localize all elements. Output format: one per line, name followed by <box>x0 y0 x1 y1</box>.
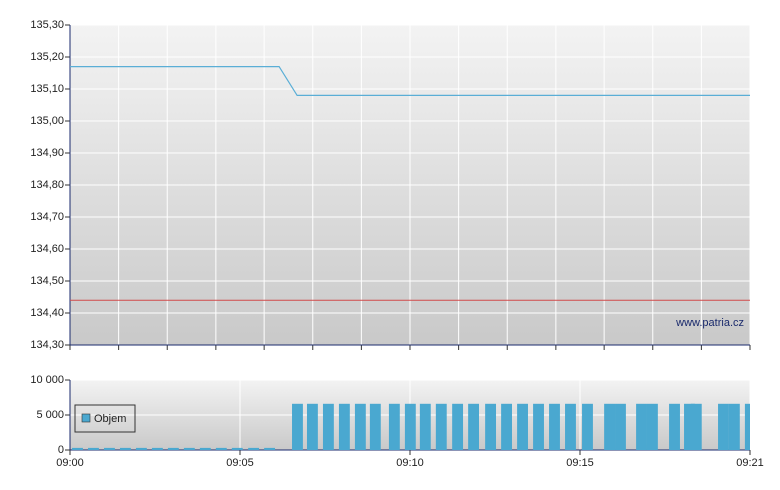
volume-bar <box>264 447 276 450</box>
volume-bar <box>615 403 626 450</box>
legend-box <box>74 404 136 433</box>
volume-bar <box>517 403 528 450</box>
y-tick-label: 135,20 <box>30 51 64 63</box>
volume-bar <box>636 403 647 450</box>
y-tick-label: 134,70 <box>30 211 64 223</box>
volume-bar <box>684 403 695 450</box>
legend-label: Objem <box>94 413 126 425</box>
volume-bar <box>135 447 147 450</box>
volume-bar <box>306 403 318 450</box>
y-tick-label: 10 000 <box>30 374 64 386</box>
volume-bar <box>183 447 195 450</box>
y-tick-label: 134,40 <box>30 307 64 319</box>
y-tick-label: 0 <box>58 444 64 456</box>
volume-bar <box>231 447 243 450</box>
volume-bar <box>728 403 740 450</box>
y-tick-label: 134,90 <box>30 147 64 159</box>
volume-bar <box>646 403 658 450</box>
volume-bar <box>354 403 366 450</box>
y-tick-label: 135,30 <box>30 19 64 31</box>
x-tick-label: 09:10 <box>396 457 424 469</box>
y-tick-label: 135,10 <box>30 83 64 95</box>
volume-bar <box>718 403 729 450</box>
volume-bar <box>452 403 464 450</box>
volume-bar <box>669 403 680 450</box>
volume-bar <box>582 403 593 450</box>
volume-bar <box>419 403 431 450</box>
volume-bar <box>404 403 416 450</box>
volume-bar <box>549 403 560 450</box>
volume-bar <box>72 447 83 450</box>
legend: Objem <box>74 404 136 433</box>
volume-bar <box>248 447 260 450</box>
volume-bar <box>322 403 334 450</box>
volume-bar <box>167 447 179 450</box>
volume-bar <box>151 447 163 450</box>
price-line <box>70 66 750 96</box>
y-tick-label: 134,50 <box>30 275 64 287</box>
volume-bar <box>604 403 616 450</box>
volume-bar <box>119 447 131 450</box>
x-tick-label: 09:05 <box>226 457 254 469</box>
volume-bar <box>215 447 227 450</box>
volume-bar <box>435 403 447 450</box>
volume-bar <box>388 403 400 450</box>
watermark: www.patria.cz <box>675 317 744 329</box>
volume-bar <box>565 403 576 450</box>
y-tick-label: 134,60 <box>30 243 64 255</box>
y-tick-label: 134,30 <box>30 339 64 351</box>
volume-bar <box>292 403 303 450</box>
x-tick-label: 09:15 <box>566 457 594 469</box>
volume-bar <box>533 403 544 450</box>
y-tick-label: 5 000 <box>36 409 64 421</box>
volume-bar <box>88 447 99 450</box>
volume-bar <box>485 403 497 450</box>
volume-bar <box>468 403 480 450</box>
volume-bar <box>369 403 381 450</box>
volume-bar <box>338 403 350 450</box>
legend-swatch <box>81 413 91 423</box>
volume-bar <box>690 403 702 450</box>
x-tick-label: 09:21 <box>736 457 764 469</box>
volume-bar <box>199 447 211 450</box>
y-tick-label: 135,00 <box>30 115 64 127</box>
volume-bar <box>104 447 115 450</box>
x-tick-label: 09:00 <box>56 457 84 469</box>
y-tick-label: 134,80 <box>30 179 64 191</box>
volume-bar <box>501 403 512 450</box>
bars <box>72 403 750 450</box>
volume-bar <box>744 403 750 450</box>
